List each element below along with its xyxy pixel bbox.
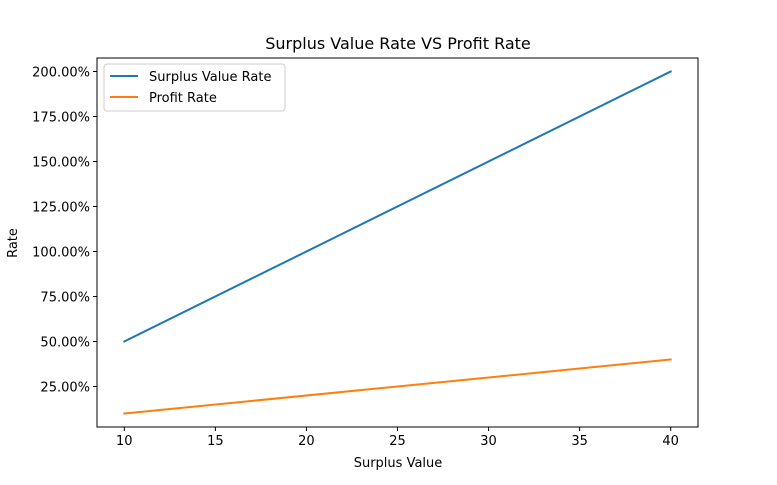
plot-area-frame (96, 57, 699, 428)
y-tick-label: 75.00% (40, 291, 90, 306)
legend: Surplus Value Rate Profit Rate (103, 63, 286, 112)
legend-label-surplus-value-rate: Surplus Value Rate (149, 70, 271, 85)
y-tick-label: 50.00% (40, 336, 90, 351)
y-axis-label: Rate (6, 228, 21, 258)
x-axis: 10 15 20 25 30 35 40 (116, 427, 679, 449)
x-tick-label: 30 (480, 434, 497, 449)
series-lines (122, 70, 673, 415)
series-line-profit-rate (123, 358, 672, 415)
legend-box (103, 63, 286, 112)
legend-label-profit-rate: Profit Rate (149, 91, 217, 106)
x-tick-label: 10 (116, 434, 133, 449)
chart-title: Surplus Value Rate VS Profit Rate (265, 34, 531, 53)
x-tick-label: 15 (207, 434, 224, 449)
y-tick-label: 175.00% (32, 111, 90, 126)
y-tick-label: 125.00% (32, 201, 90, 216)
y-tick-label: 150.00% (32, 156, 90, 171)
x-tick-label: 25 (389, 434, 406, 449)
y-tick-label: 200.00% (32, 66, 90, 81)
x-axis-label: Surplus Value (354, 456, 443, 471)
series-line-surplus-value-rate (122, 70, 673, 343)
x-tick-label: 20 (298, 434, 315, 449)
y-tick-label: 25.00% (40, 381, 90, 396)
y-axis: 25.00% 50.00% 75.00% 100.00% 125.00% 150.00% 1… (32, 66, 97, 396)
x-tick-label: 40 (662, 434, 679, 449)
x-tick-label: 35 (571, 434, 588, 449)
y-tick-label: 100.00% (32, 246, 90, 261)
